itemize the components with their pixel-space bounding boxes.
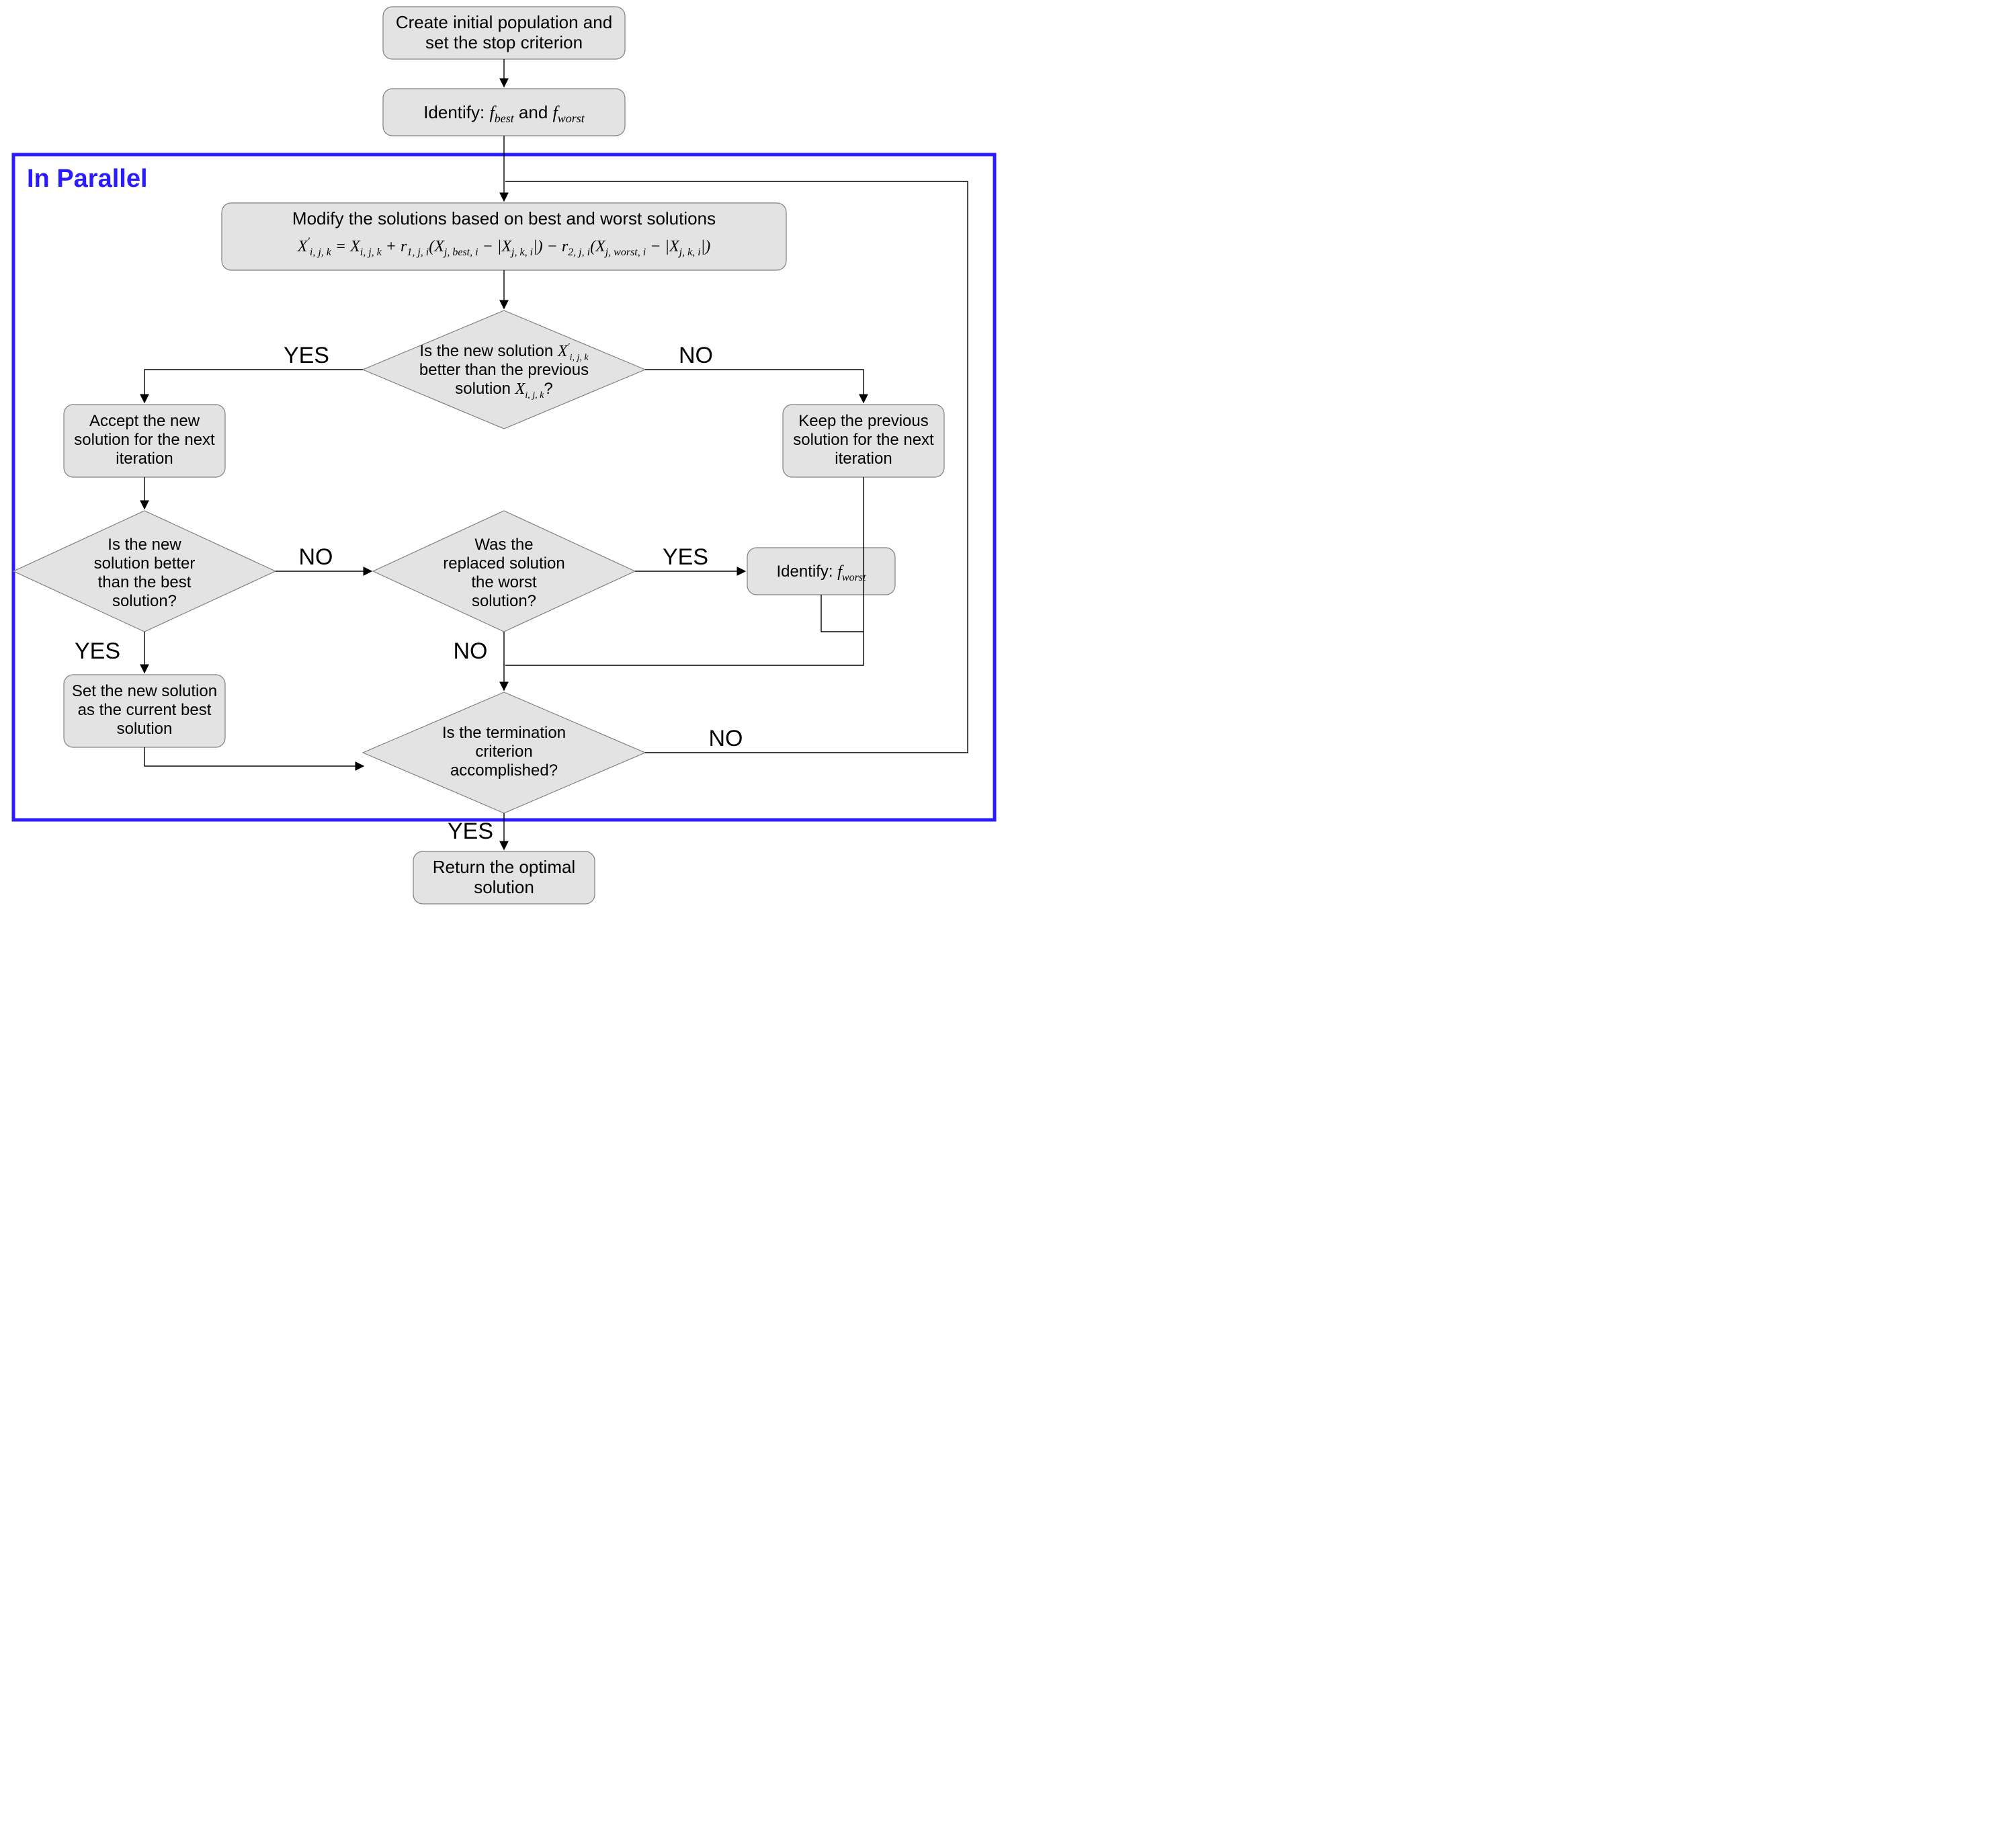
d2-line3: than the best [98, 573, 192, 591]
n8-line1: Return the optimal [433, 857, 575, 877]
decision-d1-line1: Is the new solution X′i, j, k [419, 342, 589, 363]
edge-label-no: NO [679, 343, 713, 368]
n7-line1: Set the new solution [72, 682, 217, 700]
edge [821, 595, 864, 632]
d4-line1: Is the termination [442, 724, 566, 742]
d2-line4: solution? [112, 592, 177, 610]
d4-line3: accomplished? [450, 761, 558, 780]
edge-label-no: NO [709, 726, 743, 751]
edge-label-yes: YES [284, 343, 329, 368]
node-create-population-line1: Create initial population and [396, 12, 612, 32]
node-accept-line3: iteration [116, 450, 173, 468]
parallel-region-label: In Parallel [27, 165, 148, 193]
flowchart: In Parallel Create initial population an… [0, 0, 1008, 921]
d3-line4: solution? [472, 592, 536, 610]
d3-line2: replaced solution [443, 554, 564, 573]
edge [144, 370, 363, 402]
edge-label-yes: YES [663, 544, 708, 570]
node-accept-line1: Accept the new [89, 412, 200, 430]
node-accept-line2: solution for the next [74, 431, 215, 449]
d4-line2: criterion [475, 743, 532, 761]
n7-line2: as the current best [78, 701, 212, 719]
d3-line1: Was the [474, 536, 533, 554]
d2-line1: Is the new [108, 536, 181, 554]
edge [144, 747, 363, 766]
edge-label-no: NO [454, 638, 488, 664]
node-keep-line1: Keep the previous [798, 412, 928, 430]
n7-line3: solution [117, 720, 173, 738]
node-modify-solutions-line1: Modify the solutions based on best and w… [292, 208, 716, 228]
edge-label-no: NO [299, 544, 333, 570]
d2-line2: solution better [94, 554, 196, 573]
node-keep-line2: solution for the next [793, 431, 934, 449]
n8-line2: solution [474, 877, 534, 897]
node-create-population-line2: set the stop criterion [425, 32, 583, 52]
node-keep-line3: iteration [835, 450, 892, 468]
edge [645, 370, 864, 402]
edge-label-yes: YES [448, 819, 493, 844]
edge-label-yes: YES [75, 638, 120, 664]
node-modify-solutions-formula: X′i, j, k = Xi, j, k + r1, j, i(Xj, best… [297, 236, 711, 258]
edge [505, 632, 864, 665]
d3-line3: the worst [471, 573, 537, 591]
decision-d1-line2: better than the previous [419, 361, 589, 379]
